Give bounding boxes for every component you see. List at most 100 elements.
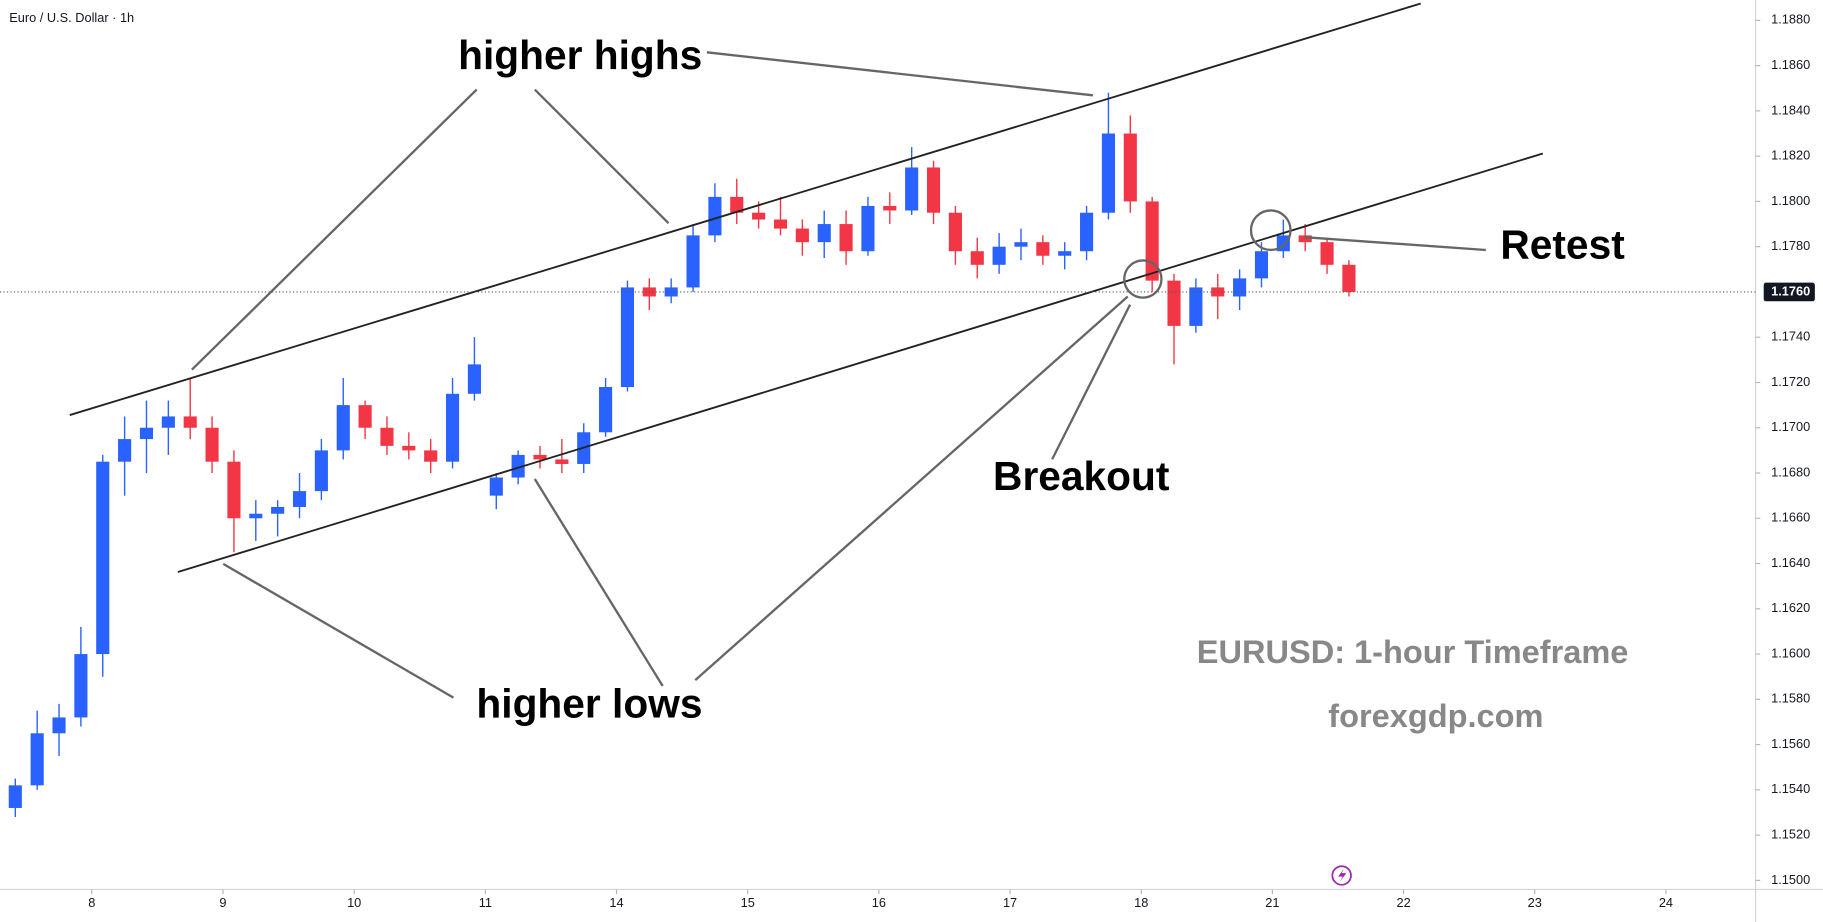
y-tick-label: 1.1740 [1771,329,1810,344]
candle-body [1254,251,1269,279]
candle-body [1014,242,1028,247]
candle-body [752,212,766,220]
candle-body [1145,201,1159,281]
y-tick-label: 1.1680 [1771,464,1810,479]
candle-body [686,235,700,288]
candle-body [96,461,110,655]
candle-body [424,450,438,462]
y-tick-label: 1.1600 [1771,645,1810,660]
annotation: higher lows [476,681,702,727]
candle-body [1298,235,1312,243]
candle-body [445,393,460,462]
candle-body [205,427,219,462]
chart-title: Euro / U.S. Dollar · 1h [9,10,134,25]
candle-body [161,416,175,428]
candle-body [1233,278,1247,297]
candle-body [1036,242,1050,256]
x-tick-label: 23 [1528,895,1542,910]
pointer-line [533,88,670,225]
y-tick-label: 1.1620 [1771,600,1810,615]
pointer-line [191,88,478,371]
candle-body [773,219,788,229]
x-tick-label: 21 [1265,895,1279,910]
y-tick-label: 1.1500 [1771,872,1810,887]
candle-body [970,251,984,265]
x-tick-label: 14 [609,895,623,910]
pointer-line [706,51,1093,97]
candle-body [708,196,722,236]
breakout-circle [1123,259,1163,299]
candle-body [489,477,503,496]
x-tick-label: 16 [872,895,886,910]
replay-icon[interactable] [1331,865,1352,886]
annotation: forexgdp.com [1328,698,1543,734]
pointer-line [1304,236,1486,252]
x-tick-label: 22 [1396,895,1410,910]
candle-body [883,205,897,211]
candle-body [795,228,809,243]
candle-body [1342,264,1356,292]
last-price-tag [1763,282,1815,302]
y-tick-label: 1.1800 [1771,193,1810,208]
upper-channel-line [69,2,1422,416]
retest-circle [1249,209,1292,252]
x-tick-label: 17 [1003,895,1017,910]
candle-body [118,439,132,462]
candle-body [992,246,1006,265]
candle-body [1167,280,1181,326]
annotation: Breakout [993,453,1170,499]
x-tick-label: 10 [347,895,361,910]
candle-body [314,450,328,492]
x-tick-label: 8 [88,895,95,910]
lower-channel-line [177,152,1544,573]
y-tick-label: 1.1640 [1771,555,1810,570]
candle-body [555,459,569,464]
candle-body [1101,133,1115,213]
annotation: EURUSD: 1-hour Timeframe [1197,634,1629,670]
annotation: Retest [1500,221,1625,267]
candle-body [511,454,525,478]
candles [8,92,1356,818]
replay-icon-bolt [1338,868,1347,883]
x-tick-label: 9 [219,895,226,910]
y-tick-label: 1.1540 [1771,781,1810,796]
x-tick-label: 18 [1134,895,1148,910]
candle-body [599,387,613,433]
candle-body [139,427,154,440]
y-tick-label: 1.1840 [1771,102,1810,117]
candle-body [948,212,962,252]
y-tick-label: 1.1780 [1771,238,1810,253]
candle-body [730,196,744,213]
y-tick-label: 1.1720 [1771,374,1810,389]
pointer-line [694,295,1129,682]
y-tick-label: 1.1560 [1771,736,1810,751]
candle-body [227,461,241,519]
y-tick-label: 1.1700 [1771,419,1810,434]
candle-body [839,224,853,252]
candle-body [620,287,635,388]
candle-body [1123,133,1137,202]
candle-body [861,205,875,252]
candle-body [183,416,197,428]
pointer-line [533,478,664,687]
candle-body [664,287,678,297]
y-tick-label: 1.1820 [1771,148,1810,163]
candle-body [249,513,263,519]
candle-body [271,506,285,514]
y-tick-label: 1.1660 [1771,510,1810,525]
candle-body [8,785,22,808]
candle-body [1080,212,1094,252]
x-tick-label: 15 [741,895,755,910]
candle-body [380,427,394,446]
candle-body [926,167,941,213]
y-tick-label: 1.1520 [1771,827,1810,842]
candle-body [402,445,416,451]
candle-body [1320,242,1334,265]
candle-body [30,733,44,786]
x-tick-label: 24 [1659,895,1673,910]
y-tick-label: 1.1860 [1771,57,1810,72]
candle-body [905,167,919,211]
candle-body [1189,287,1203,326]
